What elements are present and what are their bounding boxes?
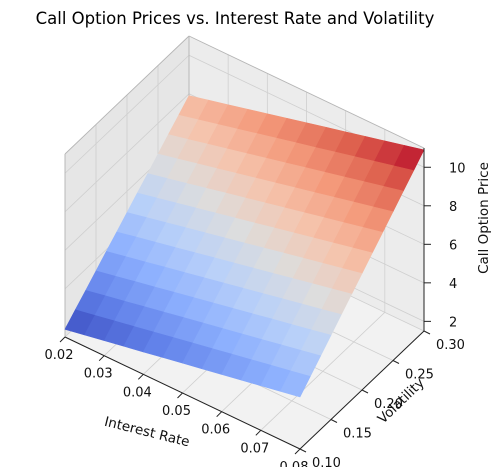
chart-title: Call Option Prices vs. Interest Rate and… bbox=[36, 9, 435, 28]
x-tick-label: 0.06 bbox=[201, 423, 230, 438]
x-tick-label: 0.07 bbox=[240, 441, 269, 456]
axes: 0.02 0.03 0.04 0.05 0.06 0.07 0.080.10 0.150.20… bbox=[45, 148, 466, 467]
x-tick-mark bbox=[137, 373, 144, 380]
x-tick-label: 0.08 bbox=[280, 460, 309, 467]
y-tick-mark bbox=[330, 419, 338, 423]
z-tick-label: 2 bbox=[449, 315, 457, 330]
x-tick-mark bbox=[98, 355, 105, 362]
y-tick-mark bbox=[423, 330, 431, 335]
x-tick-mark bbox=[255, 429, 262, 436]
x-tick-mark bbox=[177, 392, 183, 399]
x-tick-mark bbox=[59, 336, 66, 343]
x-tick-label: 0.02 bbox=[45, 348, 74, 363]
gridline-z-left bbox=[64, 54, 190, 174]
y-tick-label: 0.30 bbox=[436, 338, 465, 353]
y-tick-mark bbox=[361, 389, 369, 394]
y-tick-label: 0.15 bbox=[343, 427, 372, 442]
x-tick-label: 0.05 bbox=[162, 404, 191, 419]
pane-edge bbox=[64, 35, 190, 155]
z-tick-label: 4 bbox=[449, 277, 457, 292]
y-tick-label: 0.25 bbox=[405, 368, 434, 383]
y-tick-mark bbox=[299, 448, 307, 453]
y-tick-label: 0.10 bbox=[312, 456, 341, 467]
x-tick-mark bbox=[216, 411, 223, 418]
z-axis-label: Call Option Price bbox=[476, 162, 492, 274]
z-tick-label: 8 bbox=[449, 200, 457, 215]
z-tick-label: 10 bbox=[449, 161, 466, 176]
y-tick-label: 0.20 bbox=[374, 397, 403, 412]
y-tick-mark bbox=[392, 360, 400, 364]
x-tick-label: 0.03 bbox=[84, 367, 113, 382]
surface-plot bbox=[64, 95, 425, 398]
gridline-z-left bbox=[64, 93, 190, 213]
x-axis-label: Interest Rate bbox=[103, 414, 192, 451]
z-tick-label: 6 bbox=[449, 238, 457, 253]
pane-edge bbox=[188, 35, 425, 149]
x-tick-mark bbox=[294, 448, 301, 455]
x-tick-label: 0.04 bbox=[123, 385, 152, 400]
surface-patch bbox=[280, 370, 311, 398]
